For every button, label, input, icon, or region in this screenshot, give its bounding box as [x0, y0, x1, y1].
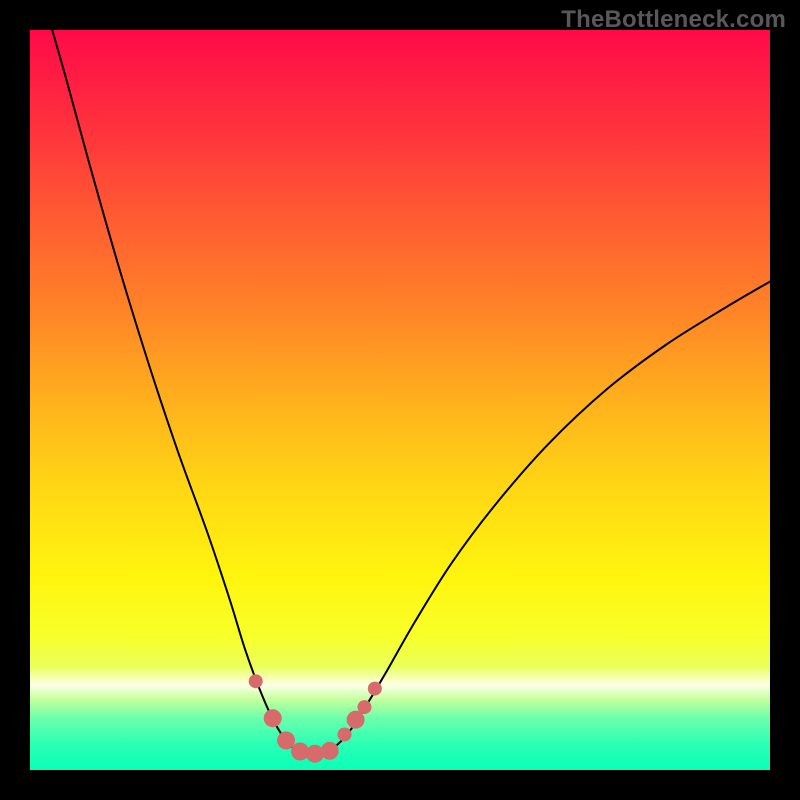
curve-marker: [277, 731, 295, 749]
gradient-background: [30, 30, 770, 770]
chart-frame: TheBottleneck.com: [0, 0, 800, 800]
plot-svg: [30, 30, 770, 770]
plot-area: [30, 30, 770, 770]
curve-marker: [306, 745, 324, 763]
curve-marker: [368, 682, 382, 696]
curve-marker: [264, 709, 282, 727]
curve-marker: [321, 742, 339, 760]
curve-marker: [357, 700, 371, 714]
curve-marker: [249, 674, 263, 688]
curve-marker: [338, 727, 352, 741]
